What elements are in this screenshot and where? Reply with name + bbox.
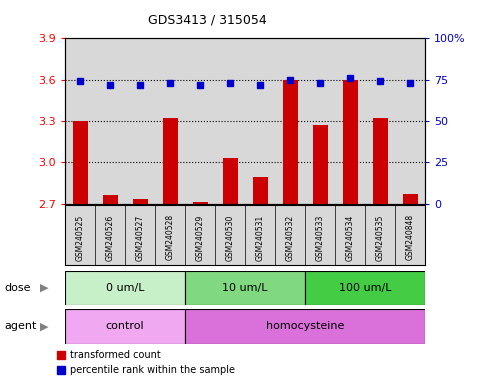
Bar <box>193 202 208 204</box>
Text: homocysteine: homocysteine <box>266 321 344 331</box>
Legend: transformed count, percentile rank within the sample: transformed count, percentile rank withi… <box>53 346 239 379</box>
Text: ▶: ▶ <box>40 321 48 331</box>
Text: control: control <box>106 321 144 331</box>
Text: GSM240532: GSM240532 <box>285 214 295 261</box>
Bar <box>73 121 88 204</box>
Bar <box>372 118 387 204</box>
Text: agent: agent <box>5 321 37 331</box>
Text: ▶: ▶ <box>40 283 48 293</box>
Text: GSM240528: GSM240528 <box>166 214 175 260</box>
Text: GSM240526: GSM240526 <box>106 214 114 261</box>
Text: GDS3413 / 315054: GDS3413 / 315054 <box>148 13 267 26</box>
Text: 100 um/L: 100 um/L <box>339 283 391 293</box>
Bar <box>402 194 417 204</box>
Text: GSM240535: GSM240535 <box>376 214 384 261</box>
Bar <box>223 158 238 204</box>
Text: GSM240525: GSM240525 <box>76 214 85 261</box>
Text: GSM240531: GSM240531 <box>256 214 265 261</box>
Text: 0 um/L: 0 um/L <box>106 283 144 293</box>
Bar <box>65 271 185 305</box>
Text: GSM240530: GSM240530 <box>226 214 235 261</box>
Bar <box>283 80 298 204</box>
Bar <box>342 80 357 204</box>
Text: GSM240534: GSM240534 <box>345 214 355 261</box>
Bar <box>313 125 327 204</box>
Bar <box>65 309 185 344</box>
Text: 10 um/L: 10 um/L <box>222 283 268 293</box>
Bar <box>253 177 268 204</box>
Bar <box>133 199 148 204</box>
Bar <box>305 271 425 305</box>
Text: GSM240848: GSM240848 <box>406 214 414 260</box>
Text: dose: dose <box>5 283 31 293</box>
Bar <box>185 309 425 344</box>
Bar <box>163 118 178 204</box>
Bar <box>185 271 305 305</box>
Text: GSM240527: GSM240527 <box>136 214 145 261</box>
Text: GSM240533: GSM240533 <box>315 214 325 261</box>
Bar <box>103 195 118 204</box>
Text: GSM240529: GSM240529 <box>196 214 205 261</box>
